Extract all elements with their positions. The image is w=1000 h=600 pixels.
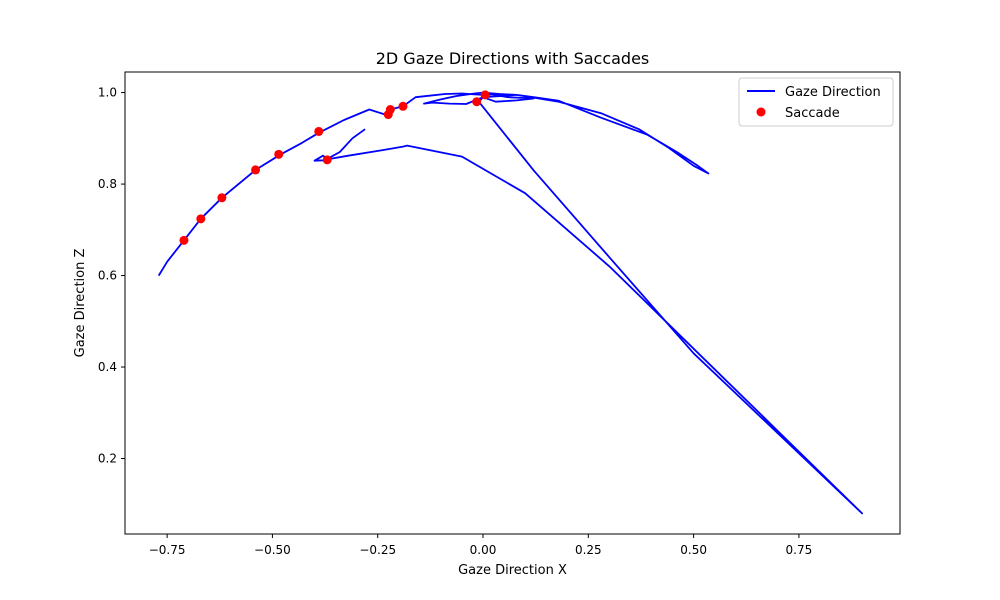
legend: Gaze Direction Saccade: [738, 77, 894, 127]
saccade-point: [274, 149, 284, 159]
saccade-point: [398, 101, 408, 111]
x-tick-label: 0.00: [470, 543, 497, 557]
saccade-point: [251, 165, 261, 175]
chart-title: 2D Gaze Directions with Saccades: [376, 49, 650, 68]
x-tick-label: −0.50: [254, 543, 291, 557]
saccade-point: [314, 126, 324, 136]
axes-frame: [124, 71, 901, 535]
x-axis-label: Gaze Direction X: [458, 563, 567, 578]
saccade-point: [217, 193, 227, 203]
saccade-point: [179, 235, 189, 245]
y-tick-label: 0.8: [98, 177, 117, 191]
legend-label-gaze-direction: Gaze Direction: [785, 85, 881, 100]
y-tick-label: 0.2: [98, 452, 117, 466]
y-axis-label: Gaze Direction Z: [73, 249, 88, 358]
x-tick-label: 0.25: [575, 543, 602, 557]
saccade-point: [472, 97, 482, 107]
y-tick-label: 0.6: [98, 269, 117, 283]
saccade-point: [480, 90, 490, 100]
saccade-point: [322, 155, 332, 165]
x-tick-label: 0.75: [786, 543, 813, 557]
y-tick-label: 1.0: [98, 86, 117, 100]
legend-label-saccade: Saccade: [785, 106, 840, 121]
x-tick-label: −0.75: [149, 543, 186, 557]
legend-marker-swatch: [756, 107, 766, 117]
legend-box: [738, 77, 894, 127]
x-tick-label: −0.25: [359, 543, 396, 557]
x-tick-label: 0.50: [680, 543, 707, 557]
saccade-point: [196, 214, 206, 224]
y-tick-label: 0.4: [98, 360, 117, 374]
axis-ticks: −0.75 −0.50 −0.25 0.00 0.25 0.50 0.75 0.2 0.4 0.6…: [98, 86, 812, 557]
plot-area: [157, 90, 863, 515]
saccade-point: [385, 105, 395, 115]
